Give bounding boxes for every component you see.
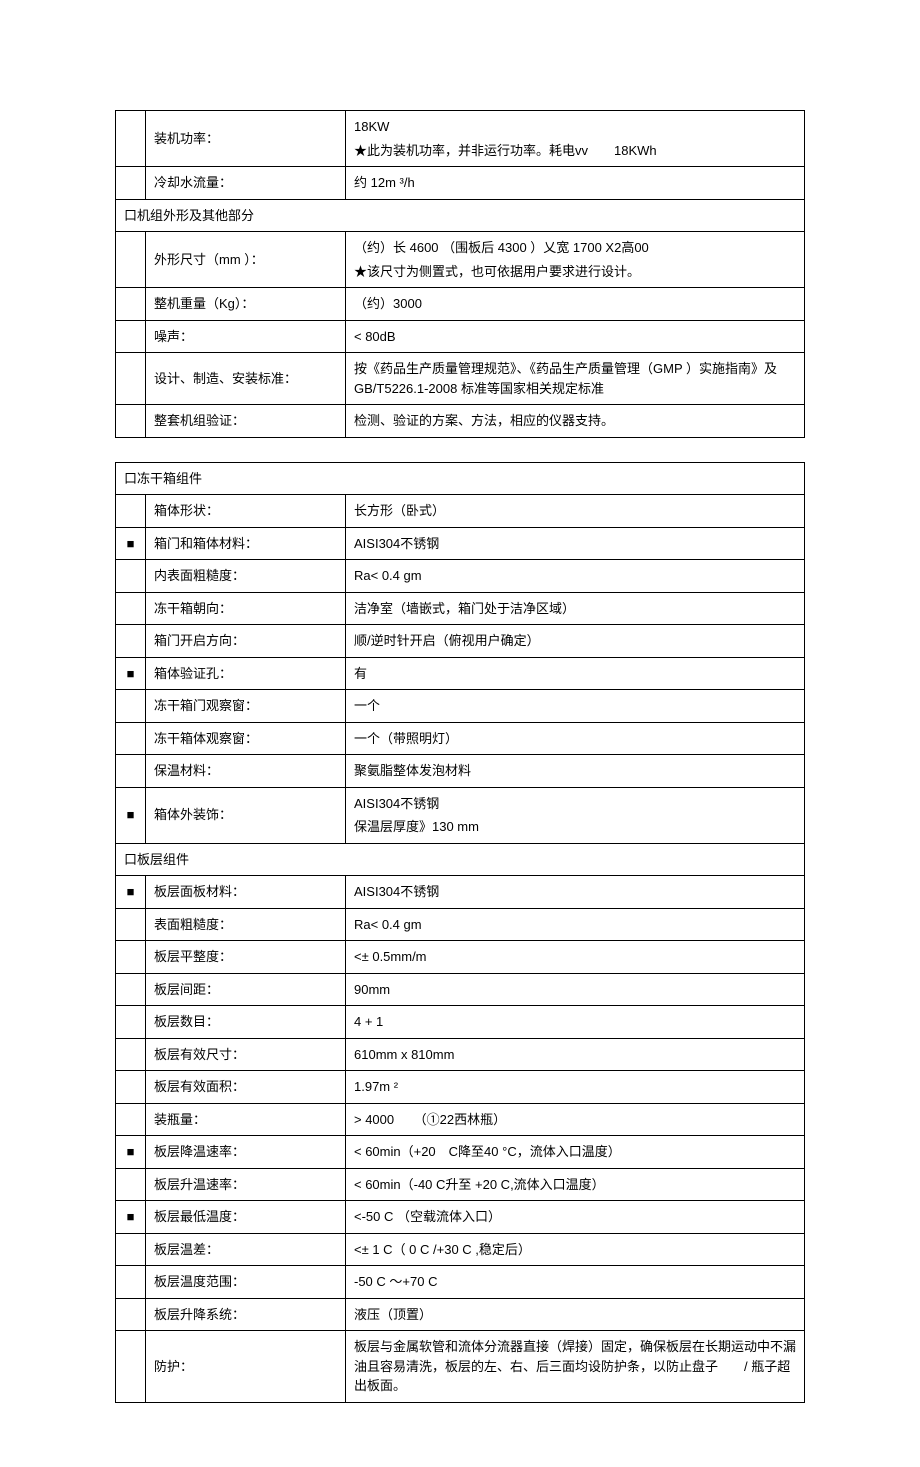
- section-header: 口板层组件: [116, 843, 805, 876]
- mark-cell: [116, 1103, 146, 1136]
- mark-cell: [116, 755, 146, 788]
- value-cell: 聚氨脂整体发泡材料: [346, 755, 805, 788]
- value-cell: 洁净室（墙嵌式，箱门处于洁净区域）: [346, 592, 805, 625]
- section-header: 口冻干箱组件: [116, 462, 805, 495]
- value-cell: 1.97m ²: [346, 1071, 805, 1104]
- label-cell: 冻干箱门观察窗：: [146, 690, 346, 723]
- mark-cell: [116, 973, 146, 1006]
- mark-cell: [116, 560, 146, 593]
- label-cell: 板层温差：: [146, 1233, 346, 1266]
- label-cell: 板层升温速率：: [146, 1168, 346, 1201]
- label-cell: 噪声：: [146, 320, 346, 353]
- mark-cell: ■: [116, 657, 146, 690]
- mark-cell: [116, 592, 146, 625]
- mark-cell: [116, 690, 146, 723]
- label-cell: 箱体验证孔：: [146, 657, 346, 690]
- value-cell: Ra< 0.4 gm: [346, 908, 805, 941]
- label-cell: 设计、制造、安装标准：: [146, 353, 346, 405]
- label-cell: 板层降温速率：: [146, 1136, 346, 1169]
- value-cell: 90mm: [346, 973, 805, 1006]
- mark-cell: [116, 722, 146, 755]
- mark-cell: [116, 111, 146, 167]
- mark-cell: [116, 1168, 146, 1201]
- value-cell: 4 + 1: [346, 1006, 805, 1039]
- label-cell: 板层有效尺寸：: [146, 1038, 346, 1071]
- label-cell: 保温材料：: [146, 755, 346, 788]
- label-cell: 板层温度范围：: [146, 1266, 346, 1299]
- label-cell: 冻干箱体观察窗：: [146, 722, 346, 755]
- label-cell: 防护：: [146, 1331, 346, 1403]
- mark-cell: [116, 320, 146, 353]
- label-cell: 箱体外装饰：: [146, 787, 346, 843]
- label-cell: 整套机组验证：: [146, 405, 346, 438]
- mark-cell: [116, 625, 146, 658]
- mark-cell: [116, 1266, 146, 1299]
- label-cell: 表面粗糙度：: [146, 908, 346, 941]
- mark-cell: [116, 1331, 146, 1403]
- value-cell: 长方形（卧式）: [346, 495, 805, 528]
- value-cell: 板层与金属软管和流体分流器直接（焊接）固定，确保板层在长期运动中不漏油且容易清洗…: [346, 1331, 805, 1403]
- label-cell: 板层面板材料：: [146, 876, 346, 909]
- label-cell: 外形尺寸（mm ）：: [146, 232, 346, 288]
- value-cell: <± 0.5mm/m: [346, 941, 805, 974]
- label-cell: 内表面粗糙度：: [146, 560, 346, 593]
- value-cell: < 60min（+20 C降至40 °C，流体入口温度）: [346, 1136, 805, 1169]
- value-cell: 18KW ★此为装机功率，并非运行功率。耗电vv 18KWh: [346, 111, 805, 167]
- mark-cell: [116, 1038, 146, 1071]
- mark-cell: [116, 908, 146, 941]
- label-cell: 板层最低温度：: [146, 1201, 346, 1234]
- mark-cell: ■: [116, 527, 146, 560]
- mark-cell: ■: [116, 876, 146, 909]
- value-cell: （约）长 4600 （围板后 4300 ）乂宽 1700 X2高00 ★该尺寸为…: [346, 232, 805, 288]
- mark-cell: [116, 167, 146, 200]
- value-cell: < 80dB: [346, 320, 805, 353]
- mark-cell: ■: [116, 1136, 146, 1169]
- value-cell: 610mm x 810mm: [346, 1038, 805, 1071]
- label-cell: 板层间距：: [146, 973, 346, 1006]
- label-cell: 板层平整度：: [146, 941, 346, 974]
- section-header: 口机组外形及其他部分: [116, 199, 805, 232]
- mark-cell: [116, 232, 146, 288]
- label-cell: 板层数目：: [146, 1006, 346, 1039]
- value-cell: 检测、验证的方案、方法，相应的仪器支持。: [346, 405, 805, 438]
- spec-table-1: 装机功率： 18KW ★此为装机功率，并非运行功率。耗电vv 18KWh 冷却水…: [115, 110, 805, 438]
- mark-cell: [116, 1233, 146, 1266]
- value-cell: AISI304不锈钢保温层厚度》130 mm: [346, 787, 805, 843]
- value-cell: < 60min（-40 C升至 +20 C,流体入口温度）: [346, 1168, 805, 1201]
- value-cell: AISI304不锈钢: [346, 527, 805, 560]
- value-cell: 顺/逆时针开启（俯视用户确定）: [346, 625, 805, 658]
- mark-cell: [116, 353, 146, 405]
- value-cell: 一个（带照明灯）: [346, 722, 805, 755]
- spec-table-2: 口冻干箱组件 箱体形状：长方形（卧式）■箱门和箱体材料：AISI304不锈钢内表…: [115, 462, 805, 1403]
- value-cell: AISI304不锈钢: [346, 876, 805, 909]
- value-cell: -50 C ～+70 C: [346, 1266, 805, 1299]
- label-cell: 箱门和箱体材料：: [146, 527, 346, 560]
- label-cell: 装机功率：: [146, 111, 346, 167]
- label-cell: 箱门开启方向：: [146, 625, 346, 658]
- label-cell: 装瓶量：: [146, 1103, 346, 1136]
- mark-cell: [116, 288, 146, 321]
- mark-cell: ■: [116, 787, 146, 843]
- value-cell: <-50 C （空载流体入口）: [346, 1201, 805, 1234]
- value-cell: 按《药品生产质量管理规范》、《药品生产质量管理（GMP ）实施指南》及GB/T5…: [346, 353, 805, 405]
- value-cell: > 4000 （①22西林瓶）: [346, 1103, 805, 1136]
- mark-cell: [116, 495, 146, 528]
- label-cell: 整机重量（Kg）：: [146, 288, 346, 321]
- label-cell: 冷却水流量：: [146, 167, 346, 200]
- mark-cell: [116, 1071, 146, 1104]
- label-cell: 冻干箱朝向：: [146, 592, 346, 625]
- label-cell: 箱体形状：: [146, 495, 346, 528]
- value-cell: Ra< 0.4 gm: [346, 560, 805, 593]
- mark-cell: [116, 1006, 146, 1039]
- mark-cell: [116, 941, 146, 974]
- value-cell: 有: [346, 657, 805, 690]
- value-cell: 一个: [346, 690, 805, 723]
- value-cell: （约）3000: [346, 288, 805, 321]
- mark-cell: ■: [116, 1201, 146, 1234]
- value-cell: <± 1 C（ 0 C /+30 C ,稳定后）: [346, 1233, 805, 1266]
- label-cell: 板层有效面积：: [146, 1071, 346, 1104]
- mark-cell: [116, 405, 146, 438]
- value-cell: 约 12m ³/h: [346, 167, 805, 200]
